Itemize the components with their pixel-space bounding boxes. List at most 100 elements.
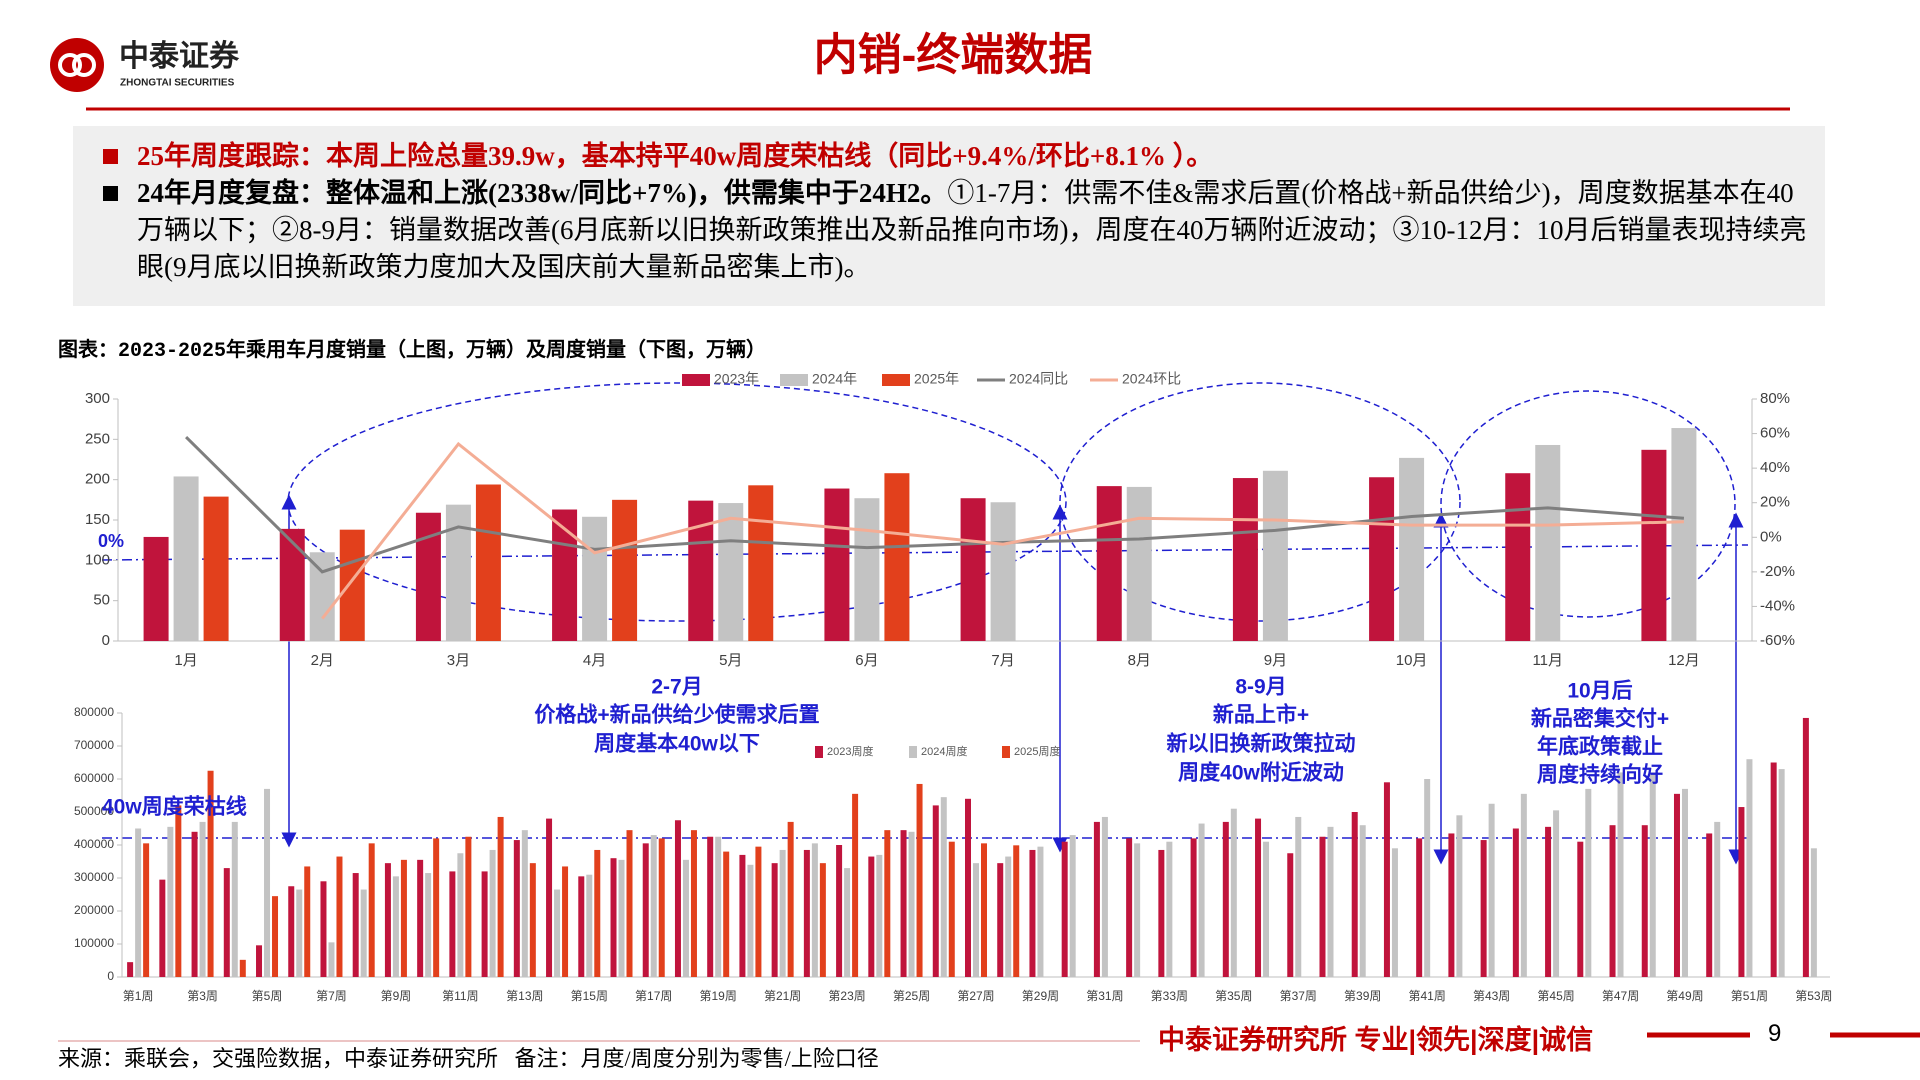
bar: [965, 798, 971, 977]
bar: [1351, 812, 1358, 977]
bar: [1255, 818, 1262, 977]
bar: [1295, 816, 1302, 977]
x-tick-label: 第15周: [571, 989, 608, 1003]
bar: [392, 876, 399, 977]
bar: [658, 838, 665, 977]
x-tick-label: 第53周: [1795, 989, 1832, 1003]
x-tick-label: 第37周: [1280, 989, 1317, 1003]
bar: [747, 864, 754, 977]
bar: [1617, 772, 1624, 977]
bar: [748, 485, 774, 641]
bar: [1093, 821, 1100, 977]
bar: [852, 793, 859, 977]
annotation: 周度持续向好: [1537, 763, 1663, 787]
y-tick-label: 400000: [74, 837, 114, 851]
bar: [433, 838, 440, 977]
y-tick-label: 0: [102, 632, 110, 649]
bar: [819, 863, 826, 977]
figure-caption: 图表：2023-2025年乘用车月度销量（上图，万辆）及周度销量（下图，万辆）: [58, 340, 767, 363]
y2-tick-label: -60%: [1760, 632, 1795, 649]
bar: [191, 831, 198, 977]
bar: [1061, 841, 1068, 977]
bar: [1263, 841, 1270, 977]
bar: [231, 821, 238, 977]
x-tick-label: 3月: [447, 652, 470, 669]
legend-swatch: [909, 746, 917, 758]
bar: [425, 873, 432, 977]
y-tick-label: 300000: [74, 870, 114, 884]
legend-swatch: [780, 374, 808, 386]
bar: [457, 853, 464, 977]
legend-label: 2025年: [914, 371, 959, 387]
bar: [1262, 470, 1288, 641]
bar: [1609, 825, 1616, 977]
bar: [1641, 449, 1667, 641]
y2-tick-label: 60%: [1760, 425, 1790, 442]
bar: [1327, 826, 1334, 977]
x-tick-label: 第7周: [316, 989, 347, 1003]
bar: [203, 496, 229, 641]
x-tick-label: 第45周: [1537, 989, 1574, 1003]
legend-swatch: [682, 374, 710, 386]
bar: [884, 473, 910, 641]
bar: [320, 881, 327, 977]
bullet: 25年周度跟踪：本周上险总量39.9w，基本持平40w周度荣枯线（同比+9.4%…: [103, 138, 1807, 175]
y-tick-label: 200: [85, 471, 110, 488]
bar: [328, 942, 335, 977]
bar: [824, 488, 850, 641]
bar: [1232, 478, 1258, 641]
bar: [582, 516, 608, 641]
bar: [1399, 457, 1425, 641]
legend-swatch: [815, 746, 823, 758]
y2-tick-label: 0%: [1760, 528, 1782, 545]
annotation: 新品密集交付+: [1531, 707, 1669, 731]
bar: [836, 845, 843, 977]
bar: [400, 859, 407, 977]
bar: [384, 863, 391, 977]
bar: [948, 841, 955, 977]
annotation: 新品上市+: [1213, 703, 1309, 727]
x-tick-label: 第43周: [1473, 989, 1510, 1003]
bar: [1738, 807, 1745, 977]
x-tick-label: 11月: [1532, 652, 1563, 669]
annotation: 8-9月: [1235, 676, 1286, 699]
bullet-text: ①1-7月：供需不佳&需求后置(价格战+新品供给少)，周度数据基本在40万辆以下…: [137, 178, 1807, 282]
bullet-marker: [103, 149, 118, 164]
source-note: 来源：乘联会，交强险数据，中泰证券研究所 备注：月度/周度分别为零售/上险口径: [58, 1046, 879, 1071]
bar: [755, 846, 762, 977]
annotation: 价格战+新品供给少使需求后置: [534, 703, 819, 727]
bar: [1512, 828, 1519, 977]
bar: [368, 843, 375, 977]
logo-mark: [72, 53, 96, 77]
bar: [715, 836, 722, 977]
bar: [960, 498, 986, 641]
bar: [304, 866, 311, 977]
bar: [932, 805, 939, 977]
x-tick-label: 第33周: [1151, 989, 1188, 1003]
bar: [1448, 833, 1455, 977]
x-tick-label: 第49周: [1666, 989, 1703, 1003]
legend-swatch: [1002, 746, 1010, 758]
bar: [175, 805, 182, 977]
bar: [513, 840, 520, 977]
bar: [552, 509, 578, 641]
bar: [1222, 821, 1229, 977]
bar: [223, 868, 230, 977]
bar: [650, 835, 657, 977]
bar: [1013, 845, 1020, 977]
y-tick-label: 200000: [74, 903, 114, 917]
bar: [554, 889, 561, 977]
bar: [779, 849, 786, 977]
bar: [159, 879, 166, 977]
bar: [1770, 762, 1777, 977]
bar: [1134, 843, 1141, 977]
bar: [973, 863, 979, 977]
x-tick-label: 第41周: [1408, 989, 1445, 1003]
bar: [339, 529, 365, 641]
bar: [1391, 848, 1398, 977]
bar: [143, 536, 169, 641]
x-tick-label: 第11周: [442, 989, 478, 1003]
bar: [674, 820, 681, 977]
bar: [1359, 825, 1366, 977]
x-tick-label: 第21周: [764, 989, 801, 1003]
